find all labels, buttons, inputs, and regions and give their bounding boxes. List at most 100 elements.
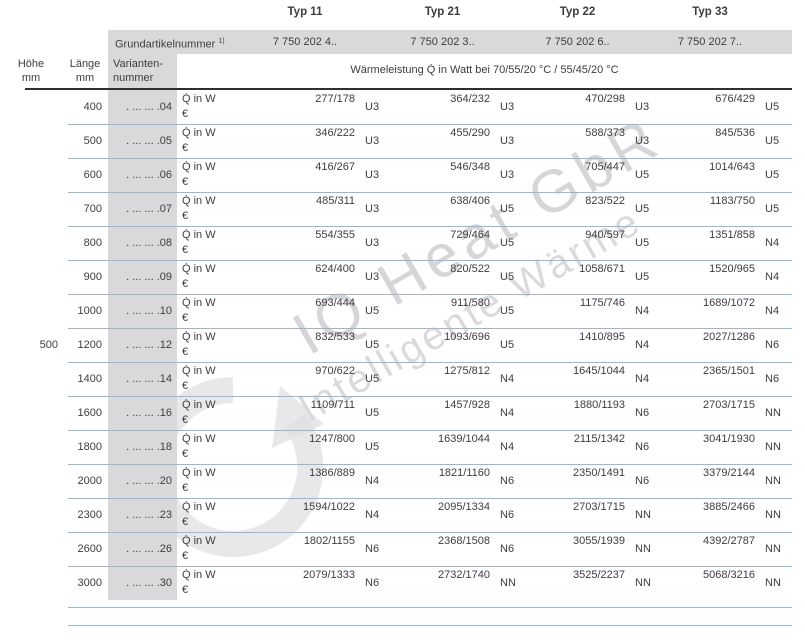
- typ22-code-cell: NN: [635, 543, 651, 555]
- typ33-code-cell: NN: [765, 407, 781, 419]
- q-in-w-label: Q̇ in W: [182, 467, 216, 479]
- typ21-value-cell: 2095/1334: [438, 501, 490, 513]
- typ21-code-cell: U5: [500, 305, 515, 317]
- typ21-value-cell: 2368/1508: [438, 535, 490, 547]
- typ33-value-cell: 3379/2144: [703, 467, 755, 479]
- variante-cell: . ... ... .06: [108, 158, 177, 192]
- laenge-cell: 900: [83, 271, 102, 283]
- hoehe-cell: [0, 464, 62, 498]
- typ22-value-cell: 705/447: [585, 161, 625, 173]
- typ33-code-cell: N4: [765, 305, 780, 317]
- typ11-code-cell: U3: [365, 271, 380, 283]
- table-row: 900 . ... ... .09 Q̇ in W €624/400 U3 820/522…: [0, 260, 792, 294]
- table-row: 1400 . ... ... .14 Q̇ in W €970/622 U5 1275/8…: [0, 362, 792, 396]
- typ11-value-cell: 2079/1333: [303, 569, 355, 581]
- typ22-code-cell: NN: [635, 577, 651, 589]
- variante-cell: . ... ... .07: [108, 192, 177, 226]
- variante-cell: . ... ... .05: [108, 124, 177, 158]
- laenge-label: Länge: [69, 58, 101, 70]
- euro-label: €: [182, 278, 189, 290]
- typ33-code-cell: N6: [765, 339, 780, 351]
- typ21-value-cell: 1275/812: [444, 365, 490, 377]
- row-unit-label: Q̇ in W €: [177, 328, 252, 362]
- typ21-code-cell: U5: [500, 339, 515, 351]
- laenge-cell: 1400: [77, 373, 102, 385]
- typ22-value-cell: 1410/895: [579, 331, 625, 343]
- laenge-cell: 1000: [77, 305, 102, 317]
- row-unit-label: Q̇ in W €: [177, 124, 252, 158]
- hoehe-cell: [0, 158, 62, 192]
- typ11-code-cell: U5: [365, 305, 380, 317]
- typ11-code-cell: U3: [365, 169, 380, 181]
- typ21-value-cell: 455/290: [450, 127, 490, 139]
- typ33-value-cell: 1183/750: [709, 195, 755, 207]
- typ11-value-cell: 1386/889: [309, 467, 355, 479]
- row-unit-label: Q̇ in W €: [177, 566, 252, 600]
- bottom-separator-line-1: [68, 607, 792, 608]
- euro-label: €: [182, 448, 189, 460]
- table-row: 3000 . ... ... .30 Q̇ in W €2079/1333 N6 2732…: [0, 566, 792, 600]
- euro-label: €: [182, 210, 189, 222]
- variante-cell: . ... ... .10: [108, 294, 177, 328]
- table-row: 1600 . ... ... .16 Q̇ in W €1109/711 U5 1457/…: [0, 396, 792, 430]
- hoehe-cell: [0, 226, 62, 260]
- typ11-value-cell: 1247/800: [309, 433, 355, 445]
- euro-label: €: [182, 550, 189, 562]
- variante-cell: . ... ... .23: [108, 498, 177, 532]
- varianten-label-line2: nummer: [113, 72, 154, 84]
- euro-label: €: [182, 346, 189, 358]
- typ21-code-cell: N4: [500, 441, 515, 453]
- q-in-w-label: Q̇ in W: [182, 399, 216, 411]
- typ33-code-cell: NN: [765, 509, 781, 521]
- typ11-value-cell: 554/355: [315, 229, 355, 241]
- typ11-code-cell: U5: [365, 407, 380, 419]
- table-row: 400 . ... ... .04 Q̇ in W €277/178 U3 364/232…: [0, 90, 792, 124]
- typ22-code-cell: N6: [635, 441, 650, 453]
- hoehe-unit: mm: [21, 72, 41, 84]
- typ21-code-cell: U3: [500, 101, 515, 113]
- typ22-value-cell: 3055/1939: [573, 535, 625, 547]
- laenge-cell: 3000: [77, 577, 102, 589]
- hoehe-cell: [0, 192, 62, 226]
- typ33-code-cell: U5: [765, 169, 780, 181]
- row-unit-label: Q̇ in W €: [177, 464, 252, 498]
- euro-label: €: [182, 244, 189, 256]
- typ22-code-cell: N4: [635, 339, 650, 351]
- row-unit-label: Q̇ in W €: [177, 430, 252, 464]
- q-in-w-label: Q̇ in W: [182, 433, 216, 445]
- euro-label: €: [182, 312, 189, 324]
- typ21-code-cell: U3: [500, 135, 515, 147]
- typ33-value-cell: 5068/3216: [703, 569, 755, 581]
- table-row: 500 1200 . ... ... .12 Q̇ in W €832/533 U5 109…: [0, 328, 792, 362]
- typ21-code-cell: U5: [500, 271, 515, 283]
- variante-cell: . ... ... .20: [108, 464, 177, 498]
- hoehe-cell: [0, 294, 62, 328]
- typ11-code-cell: U5: [365, 373, 380, 385]
- row-unit-label: Q̇ in W €: [177, 226, 252, 260]
- typ22-value-cell: 823/522: [585, 195, 625, 207]
- typ11-code-cell: U3: [365, 135, 380, 147]
- typ11-value-cell: 485/311: [316, 195, 355, 207]
- typ11-value-cell: 346/222: [315, 127, 355, 139]
- typ22-code-cell: N4: [635, 305, 650, 317]
- typ22-code-cell: U3: [635, 135, 650, 147]
- grundartikelnummer-typ33: 7 750 202 7..: [677, 36, 743, 48]
- typ11-value-cell: 832/533: [315, 331, 355, 343]
- variante-cell: . ... ... .04: [108, 90, 177, 124]
- typ11-code-cell: N4: [365, 475, 380, 487]
- typ22-code-cell: N6: [635, 475, 650, 487]
- euro-label: €: [182, 142, 189, 154]
- typ11-value-cell: 1802/1155: [303, 535, 355, 547]
- laenge-cell: 400: [83, 101, 102, 113]
- hoehe-cell: [0, 90, 62, 124]
- typ21-value-cell: 729/464: [450, 229, 490, 241]
- column-header-typ11: Typ 11: [287, 6, 323, 18]
- typ21-value-cell: 364/232: [450, 93, 490, 105]
- typ33-value-cell: 2703/1715: [703, 399, 755, 411]
- typ22-code-cell: U5: [635, 203, 650, 215]
- footnote-marker: 1): [218, 38, 225, 45]
- table-row: 600 . ... ... .06 Q̇ in W €416/267 U3 546/348…: [0, 158, 792, 192]
- q-in-w-label: Q̇ in W: [182, 297, 216, 309]
- typ21-code-cell: N6: [500, 509, 515, 521]
